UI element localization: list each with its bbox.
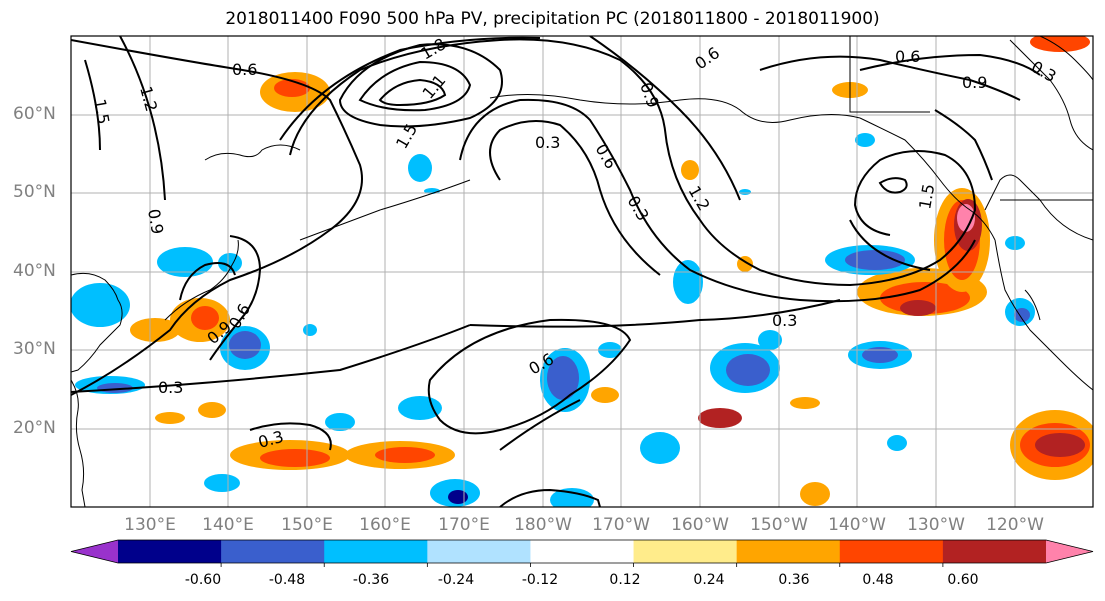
lon-label: 160°E xyxy=(359,515,411,535)
colorbar-box xyxy=(118,540,222,563)
lon-label: 130°E xyxy=(124,515,176,535)
contour-label: 0.9 xyxy=(144,207,167,235)
pv-contours xyxy=(71,36,1041,507)
colorbar-tick-label: 0.36 xyxy=(778,572,810,588)
contour-label: 0.3 xyxy=(535,133,560,152)
lat-label: 20°N xyxy=(13,418,56,438)
contour-label: 0.6 xyxy=(895,47,920,66)
colorbar-box xyxy=(839,540,944,563)
lon-label: 170°E xyxy=(438,515,490,535)
lon-label: 180°W xyxy=(514,515,572,535)
lon-label: 140°E xyxy=(202,515,254,535)
lon-label: 150°W xyxy=(750,515,808,535)
colorbar-tick-label: 0.24 xyxy=(693,572,725,588)
lat-label: 50°N xyxy=(13,182,56,202)
lat-label: 40°N xyxy=(13,261,56,281)
colorbar-box xyxy=(324,540,428,563)
lon-label: 160°W xyxy=(671,515,729,535)
lon-label: 130°W xyxy=(907,515,965,535)
lon-label: 170°W xyxy=(592,515,650,535)
colorbar-tick-label: 0.12 xyxy=(609,572,641,588)
contour-label: 0.3 xyxy=(158,378,183,397)
colorbar-box xyxy=(427,540,531,563)
map-frame xyxy=(70,35,1094,508)
colorbar-tick-label: 0.60 xyxy=(947,572,979,588)
colorbar-box xyxy=(221,540,325,563)
colorbar-box xyxy=(942,540,1047,563)
colorbar-tick-label: 0.48 xyxy=(862,572,894,588)
colorbar-box xyxy=(530,540,635,563)
colorbar xyxy=(70,539,1094,567)
colorbar-box xyxy=(736,540,841,563)
gridlines xyxy=(71,36,1093,507)
contour-label: 0.3 xyxy=(772,311,797,330)
colorbar-tick-label: -0.24 xyxy=(437,572,475,588)
map-title: 2018011400 F090 500 hPa PV, precipitatio… xyxy=(225,9,880,29)
colorbar-tick-label: -0.48 xyxy=(268,572,306,588)
contour-label: 0.9 xyxy=(962,73,987,92)
colorbar-extension-high xyxy=(1046,540,1093,563)
colorbar-outline xyxy=(70,539,1094,564)
contour-label: 1.5 xyxy=(915,182,938,210)
colorbar-tick-label: -0.12 xyxy=(521,572,559,588)
lat-label: 30°N xyxy=(13,339,56,359)
colorbar-tick-label: -0.36 xyxy=(352,572,390,588)
colorbar-extension-low xyxy=(71,540,118,563)
lon-label: 150°E xyxy=(281,515,333,535)
colorbar-box xyxy=(633,540,738,563)
lat-label: 60°N xyxy=(13,104,56,124)
contour-label: 1.5 xyxy=(90,97,113,125)
lon-label: 120°W xyxy=(986,515,1044,535)
lon-label: 140°W xyxy=(828,515,886,535)
coastlines xyxy=(71,36,1093,507)
colorbar-tick-label: -0.60 xyxy=(184,572,222,588)
precipitation-shading xyxy=(71,36,1093,507)
contour-label: 0.6 xyxy=(232,60,257,79)
map-panel: 0.6 1.5 1.2 1.8 1.1 1.5 0.3 0.6 0.9 0.6 … xyxy=(71,36,1093,507)
